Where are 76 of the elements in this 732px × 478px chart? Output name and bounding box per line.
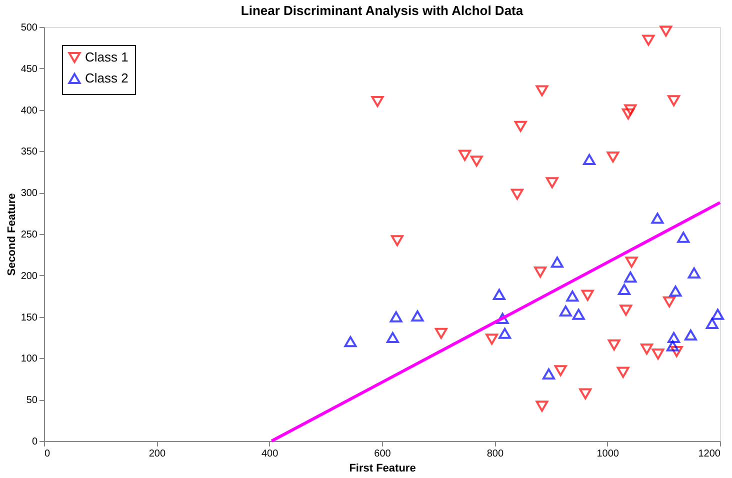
y-tick-label: 450 [20,64,38,75]
point [536,400,548,412]
point [581,290,594,301]
point [554,365,567,376]
x-tick-label: 200 [148,448,166,460]
x-tick-label: 0 [44,448,50,460]
point [677,232,690,243]
x-tick-label: 800 [486,448,504,460]
point [534,266,547,278]
point [498,328,512,339]
point [666,340,679,352]
point [492,288,506,300]
point [546,177,558,188]
point [390,235,404,246]
point [660,26,672,37]
point [668,332,680,344]
point [434,328,448,339]
point [668,95,680,106]
y-tick-label: 350 [20,146,38,158]
point [486,334,498,345]
point [688,267,700,278]
point [624,272,637,283]
point [566,290,579,302]
point [640,344,654,355]
legend-label: Class 2 [85,70,128,86]
point [670,346,683,358]
y-tick-label: 250 [20,230,38,240]
point [572,308,585,320]
point [706,318,718,329]
point [579,388,592,400]
point [606,151,620,163]
point [684,329,697,341]
point [651,212,664,224]
point [550,256,564,268]
point [344,336,357,348]
point [470,156,483,167]
y-tick-label: 200 [20,270,38,282]
point [620,304,632,316]
point [616,366,630,378]
point [669,286,682,297]
point [386,332,399,344]
point [624,104,637,116]
y-tick-label: 500 [20,22,38,34]
y-tick-label: 50 [26,395,38,406]
point [542,368,555,380]
point [608,339,620,350]
point [652,348,664,360]
y-tick-label: 400 [20,105,38,116]
x-axis-title: First Feature [349,462,416,474]
point [618,284,630,296]
point [559,305,572,317]
legend-label: Class 1 [85,50,128,64]
point [458,150,472,161]
y-tick-label: 0 [32,436,38,448]
y-tick-label: 100 [20,354,38,365]
point [536,85,548,96]
point [663,296,676,308]
y-tick-label: 150 [20,312,38,324]
x-tick-label: 400 [261,448,279,460]
x-tick-label: 600 [374,448,392,460]
x-tick-label: 1000 [596,448,620,460]
point [510,188,524,200]
y-axis-title: Second Feature [6,193,18,276]
point [371,96,384,108]
chart-title: Linear Discriminant Analysis with Alchol Data [240,3,524,18]
y-tick-label: 300 [20,188,38,200]
point [642,34,655,46]
point [712,308,724,320]
point [622,108,634,120]
point [583,154,596,166]
point [496,312,509,324]
point [625,256,638,268]
point [411,310,424,322]
point [514,120,527,132]
x-tick-label: 1200 [698,448,721,460]
point [390,311,402,322]
